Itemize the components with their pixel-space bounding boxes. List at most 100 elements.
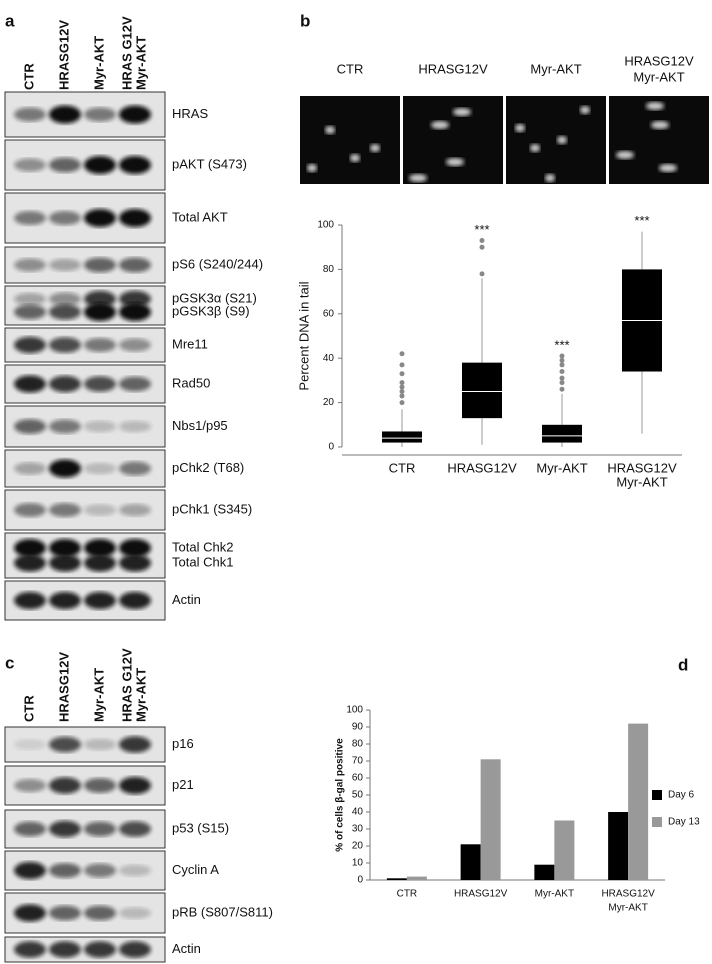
- y-tick-label: 40: [323, 353, 335, 364]
- image-label: Myr-AKT: [633, 69, 684, 84]
- blot-band: [119, 864, 151, 877]
- bar: [534, 864, 555, 880]
- y-tick-label: 30: [352, 824, 364, 835]
- outlier: [399, 380, 405, 386]
- blot-band: [49, 941, 81, 958]
- bar: [406, 876, 427, 880]
- protein-label: p16: [172, 736, 194, 751]
- blot-band: [49, 503, 81, 517]
- blot-band: [84, 107, 116, 122]
- protein-label: Total Chk1: [172, 554, 233, 569]
- bar: [608, 812, 629, 880]
- blot-band: [14, 258, 46, 272]
- blot-band: [119, 209, 151, 227]
- lane-label: Myr-AKT: [133, 36, 148, 90]
- y-tick-label: 0: [328, 442, 334, 453]
- outlier: [399, 371, 405, 377]
- blot-band: [84, 290, 116, 308]
- blot-band: [14, 503, 46, 517]
- blot-band: [84, 905, 116, 921]
- comet: [651, 121, 669, 129]
- blot-band: [119, 420, 151, 433]
- outlier: [479, 244, 485, 250]
- outlier: [399, 384, 405, 390]
- protein-label: Actin: [172, 941, 201, 956]
- lane-label: Myr-AKT: [91, 36, 106, 90]
- blot-band: [119, 303, 151, 321]
- y-tick-label: 40: [352, 807, 364, 818]
- blot-band: [14, 941, 46, 958]
- bar: [480, 759, 501, 880]
- y-tick-label: 70: [352, 756, 364, 767]
- blot-band: [14, 107, 46, 122]
- panel-label: b: [300, 11, 310, 30]
- comet: [646, 102, 664, 110]
- box: [462, 362, 502, 419]
- protein-label: pChk2 (T68): [172, 460, 244, 475]
- image-label: CTR: [337, 61, 364, 76]
- y-tick-label: 60: [323, 308, 335, 319]
- blot-band: [49, 459, 81, 478]
- blot-band: [84, 376, 116, 392]
- blot-band: [84, 738, 116, 751]
- blot-band: [119, 941, 151, 958]
- blot-band: [119, 338, 151, 352]
- protein-label: pRB (S807/S811): [172, 904, 273, 919]
- y-tick-label: 80: [352, 739, 364, 750]
- y-tick-label: 60: [352, 773, 364, 784]
- blot-band: [49, 736, 81, 753]
- outlier: [559, 353, 565, 359]
- blot-band: [84, 303, 116, 321]
- blot-band: [84, 462, 116, 475]
- lane-label: HRAS G12V: [119, 16, 134, 90]
- x-tick-label: HRASG12V: [607, 460, 677, 475]
- outlier: [559, 380, 565, 386]
- outlier: [479, 271, 485, 277]
- blot-band: [49, 292, 81, 306]
- y-tick-label: 80: [323, 264, 335, 275]
- image-label: Myr-AKT: [530, 61, 581, 76]
- outlier: [399, 393, 405, 399]
- blot-band: [14, 591, 46, 610]
- comet: [325, 126, 335, 134]
- y-tick-label: 90: [352, 722, 364, 733]
- protein-label: pGSK3β (S9): [172, 303, 250, 318]
- lane-label: HRASG12V: [56, 652, 71, 722]
- blot-band: [84, 257, 116, 273]
- blot-band: [49, 419, 81, 434]
- blot-band: [14, 539, 46, 557]
- legend-label: Day 13: [668, 817, 700, 828]
- annotation: ***: [634, 213, 649, 228]
- blot-band: [119, 156, 151, 174]
- protein-label: pS6 (S240/244): [172, 256, 263, 271]
- comet-image: [403, 96, 503, 184]
- x-tick-label: Myr-AKT: [616, 474, 667, 489]
- annotation: ***: [474, 222, 489, 237]
- blot-band: [119, 539, 151, 557]
- blot-band: [49, 539, 81, 557]
- blot-band: [49, 304, 81, 320]
- y-tick-label: 0: [357, 875, 363, 886]
- blot-band: [84, 821, 116, 837]
- protein-label: HRAS: [172, 106, 208, 121]
- blot-band: [49, 863, 81, 878]
- blot-band: [14, 292, 46, 306]
- comet: [307, 164, 317, 172]
- y-tick-label: 20: [352, 841, 364, 852]
- protein-label: Mre11: [172, 336, 208, 351]
- image-label: HRASG12V: [418, 61, 488, 76]
- bar: [628, 723, 649, 880]
- blot-band: [119, 821, 151, 837]
- lane-label: CTR: [21, 695, 36, 722]
- comet: [350, 154, 360, 162]
- comet: [530, 144, 540, 152]
- outlier: [399, 400, 405, 406]
- y-tick-label: 50: [352, 790, 364, 801]
- bar: [460, 844, 481, 880]
- outlier: [559, 386, 565, 392]
- outlier: [399, 351, 405, 357]
- blot-band: [14, 462, 46, 475]
- comet: [580, 106, 590, 114]
- lane-label: CTR: [21, 63, 36, 90]
- panel-label: c: [5, 653, 14, 672]
